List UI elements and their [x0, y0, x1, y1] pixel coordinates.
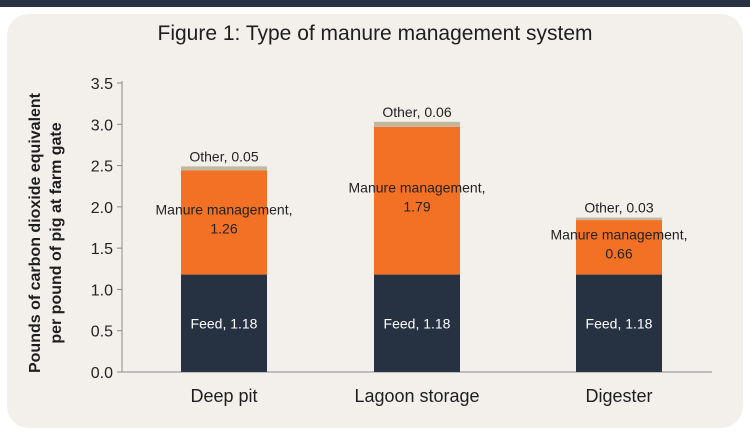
bar-segment-manure	[374, 126, 460, 275]
data-label-feed: Feed, 1.18	[384, 315, 451, 331]
y-tick-label: 0.0	[91, 365, 113, 382]
bar-segment-feed	[576, 274, 662, 372]
data-label-manure: Manure management,	[551, 226, 688, 242]
bar-segment-manure	[181, 170, 267, 275]
y-tick-label: 3.0	[91, 117, 113, 134]
x-category-label: Digester	[585, 386, 652, 406]
y-tick-label: 3.5	[91, 76, 113, 93]
data-label-manure: 0.66	[605, 245, 632, 261]
data-label-manure: 1.26	[210, 221, 237, 237]
data-label-other: Other, 0.06	[382, 104, 451, 120]
bar-segment-other	[374, 121, 460, 127]
bar-segment-other	[576, 217, 662, 221]
y-tick-label: 1.5	[91, 241, 113, 258]
data-label-manure: Manure management,	[349, 180, 486, 196]
top-border-bar	[0, 0, 750, 7]
y-tick-label: 2.0	[91, 200, 113, 217]
data-label-other: Other, 0.05	[189, 148, 258, 164]
x-category-label: Deep pit	[190, 386, 257, 406]
data-label-other: Other, 0.03	[584, 200, 653, 216]
data-label-manure: Manure management,	[156, 202, 293, 218]
bar-segment-feed	[181, 274, 267, 372]
x-category-label: Lagoon storage	[354, 386, 479, 406]
data-label-manure: 1.79	[403, 199, 430, 215]
bar-segment-other	[181, 166, 267, 171]
chart-title: Figure 1: Type of manure management syst…	[157, 22, 593, 45]
y-tick-label: 1.0	[91, 282, 113, 299]
y-tick-label: 0.5	[91, 324, 113, 341]
data-label-feed: Feed, 1.18	[191, 315, 258, 331]
bar-segment-feed	[374, 274, 460, 372]
y-tick-label: 2.5	[91, 159, 113, 176]
data-label-feed: Feed, 1.18	[586, 315, 653, 331]
bar-segment-manure	[576, 220, 662, 275]
